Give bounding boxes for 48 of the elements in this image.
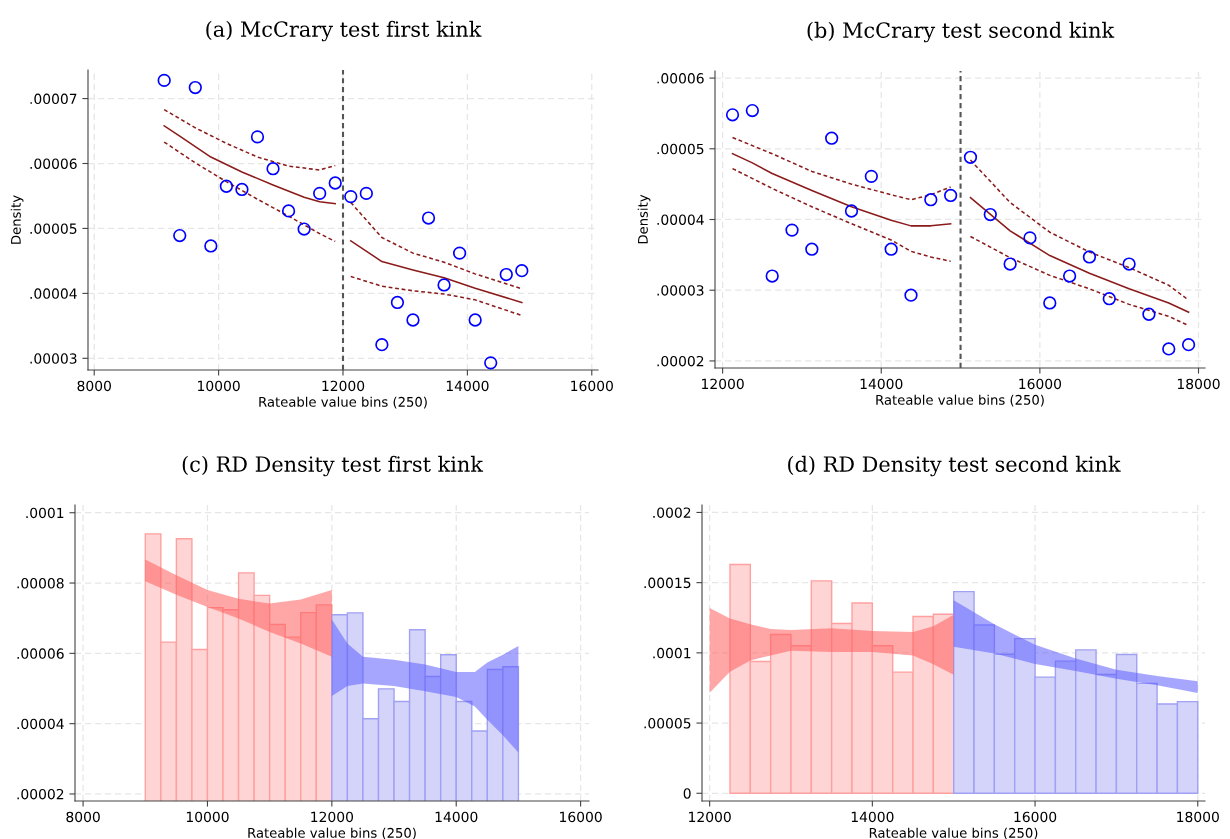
y-tick-label: .00006 <box>30 158 77 169</box>
x-tick-label: 12000 <box>689 811 731 823</box>
x-tick-label: 16000 <box>560 811 602 823</box>
y-tick-label: .00005 <box>644 718 691 729</box>
x-tick-label: 12000 <box>311 811 354 823</box>
x-tick-label: 16000 <box>1014 811 1057 823</box>
y-tick-label: .0002 <box>653 507 691 518</box>
y-tick-label: .00005 <box>30 223 77 234</box>
chart-title: (b) McCrary test second kink <box>807 21 1115 43</box>
chart-title: (a) McCrary test first kink <box>206 20 482 42</box>
x-tick-label: 14000 <box>435 811 478 823</box>
x-tick-label: 10000 <box>198 380 240 392</box>
chart-title: (c) RD Density test first kink <box>182 455 484 477</box>
x-tick-label: 18000 <box>1177 378 1220 390</box>
y-tick-label: .00005 <box>657 143 704 155</box>
y-tick-label: .00003 <box>657 285 704 296</box>
x-tick-label: 18000 <box>1177 811 1219 823</box>
x-axis-title: Rateable value bins (250) <box>248 827 416 839</box>
x-tick-label: 8000 <box>77 380 111 392</box>
x-tick-label: 10000 <box>186 811 229 823</box>
x-axis-title: Rateable value bins (250) <box>869 827 1038 839</box>
y-axis-title: Density <box>637 194 651 244</box>
y-axis-title: Density <box>10 195 24 244</box>
x-tick-label: 16000 <box>571 380 613 392</box>
x-tick-label: 16000 <box>1019 378 1062 390</box>
x-tick-label: 14000 <box>446 380 489 392</box>
x-tick-label: 12000 <box>702 378 744 390</box>
y-tick-label: .00002 <box>17 788 64 800</box>
y-tick-label: .00006 <box>657 73 704 84</box>
x-tick-label: 14000 <box>860 378 903 390</box>
y-tick-label: .00002 <box>657 355 704 367</box>
y-tick-label: .00004 <box>657 214 704 225</box>
y-tick-label: .00004 <box>17 718 64 730</box>
x-tick-label: 12000 <box>322 380 365 392</box>
x-axis-title: Rateable value bins (250) <box>259 396 427 409</box>
x-axis-title: Rateable value bins (250) <box>876 394 1044 407</box>
x-tick-label: 14000 <box>851 811 894 823</box>
y-tick-label: 0 <box>683 788 691 799</box>
x-tick-label: 8000 <box>66 811 100 823</box>
y-tick-label: .0001 <box>653 647 691 659</box>
y-tick-label: .00006 <box>17 648 64 659</box>
y-tick-label: .00004 <box>30 288 77 299</box>
y-tick-label: .00007 <box>30 93 77 105</box>
y-tick-label: .00015 <box>644 577 691 589</box>
chart-title: (d) RD Density test second kink <box>788 455 1121 477</box>
y-tick-label: .00008 <box>17 578 64 589</box>
y-tick-label: .00003 <box>30 353 77 364</box>
y-tick-label: .0001 <box>26 507 64 519</box>
